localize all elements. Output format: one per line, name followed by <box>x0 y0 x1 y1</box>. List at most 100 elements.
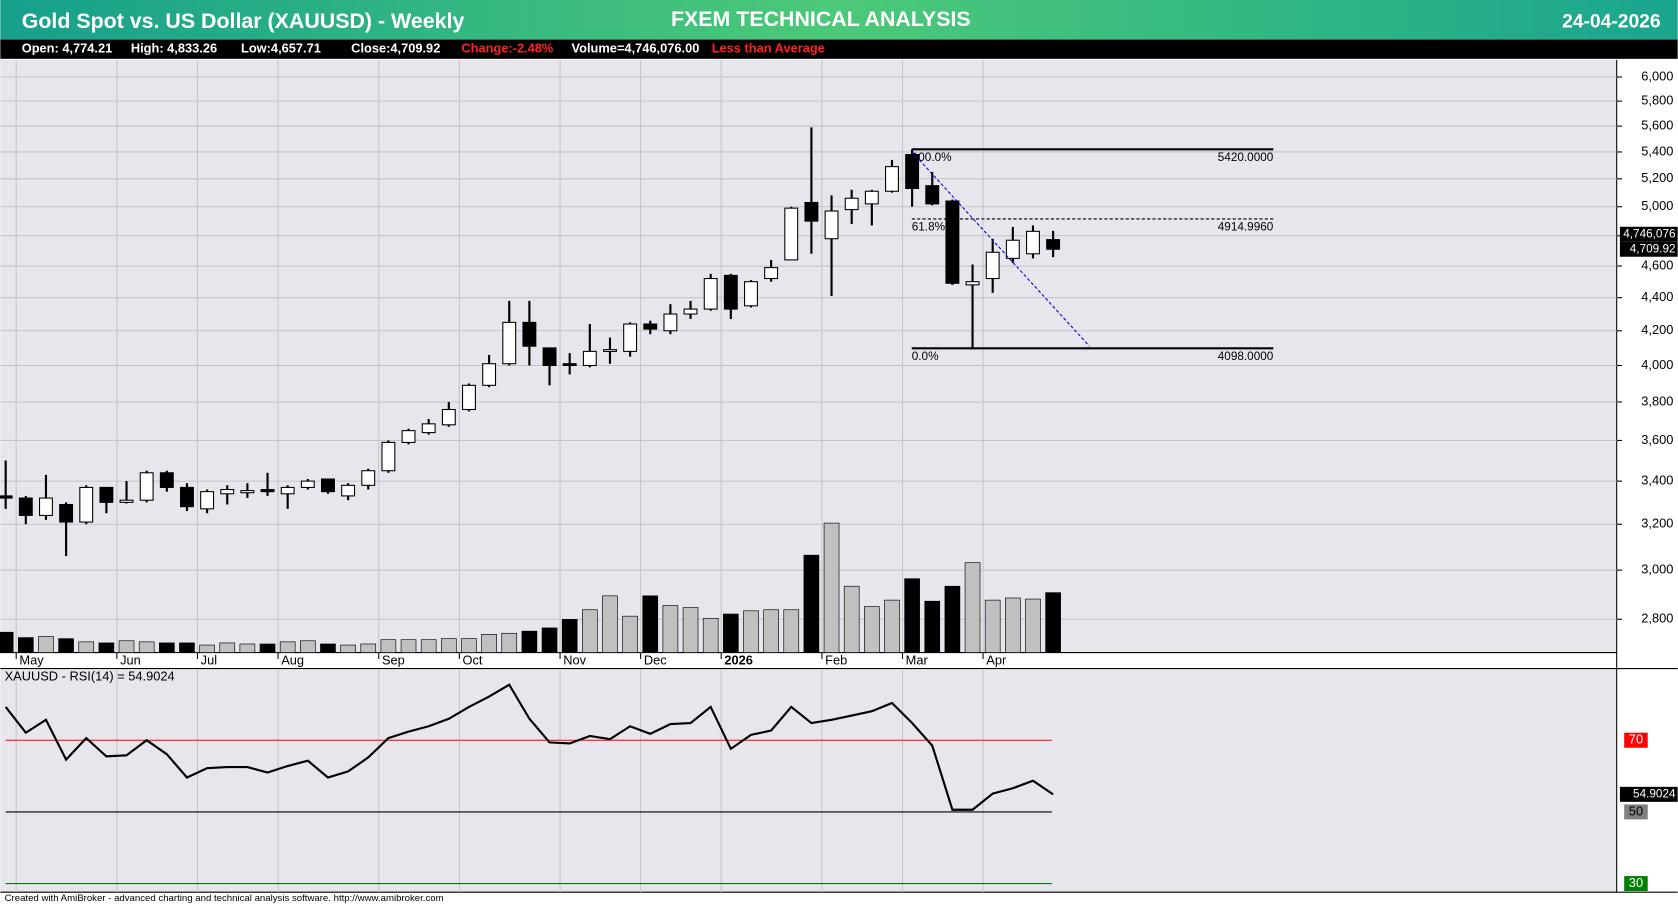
candle-body <box>59 503 74 523</box>
volume-bar <box>884 599 900 653</box>
date: 24-04-2026 <box>1562 12 1661 33</box>
axis-area <box>1616 59 1678 893</box>
volume-bar <box>1045 592 1061 653</box>
x-tick-label: Aug <box>281 652 304 667</box>
candle-body <box>220 488 235 495</box>
candle-body <box>200 491 215 510</box>
info-bar <box>0 39 1678 59</box>
candle-body <box>180 486 194 508</box>
volume-bar <box>78 641 95 653</box>
volume-bar <box>602 595 618 653</box>
volume-bar <box>1005 597 1021 653</box>
candle-body <box>401 430 416 443</box>
candle-body <box>39 497 53 516</box>
volume-bar <box>380 639 397 653</box>
rsi-pane <box>0 669 1617 893</box>
candle-body <box>1026 230 1040 255</box>
candle-body <box>1005 239 1020 259</box>
candle-body <box>482 363 497 386</box>
y-tick-label: 3,400 <box>1641 473 1673 488</box>
footer: Created with AmiBroker - advanced charti… <box>5 893 444 904</box>
x-tick-label: Dec <box>644 652 667 667</box>
rsi-line <box>4 683 1054 811</box>
center-title: FXEM TECHNICAL ANALYSIS <box>671 7 971 31</box>
candle-body <box>300 480 315 488</box>
x-tick-label: Apr <box>986 652 1007 667</box>
volume-bar <box>199 644 215 653</box>
volume-bar <box>259 643 276 653</box>
last-label: 54.9024 <box>1633 787 1676 800</box>
x-tick-label: Oct <box>463 652 483 667</box>
candle-body <box>905 154 920 189</box>
volume-bar <box>159 642 175 653</box>
candle-body <box>381 441 396 472</box>
candle-body <box>139 472 154 501</box>
volume-bar <box>219 642 236 653</box>
y-tick-label: 3,800 <box>1641 393 1673 408</box>
candle-body <box>421 423 436 434</box>
candle-body <box>925 185 940 205</box>
y-tick-label: 50 <box>1629 803 1643 818</box>
candle-body <box>462 384 476 411</box>
x-tick-label: 2026 <box>724 652 753 667</box>
volume-bar <box>763 609 779 653</box>
info-close: Close:4,709.92 <box>351 41 440 56</box>
last-label-box <box>1619 241 1678 257</box>
candle-body <box>764 267 779 280</box>
candle-body <box>260 488 275 493</box>
candle-body <box>441 408 456 426</box>
volume-bar <box>360 643 377 653</box>
volume-bar <box>743 610 759 653</box>
volume-bar <box>320 643 336 653</box>
volume-bar <box>682 607 699 653</box>
volume-bar <box>783 609 800 653</box>
x-tick-label: May <box>19 652 44 667</box>
volume-bar <box>642 595 659 653</box>
volume-bar <box>400 639 417 653</box>
candle-body <box>1046 239 1061 250</box>
candle-body <box>985 251 1000 280</box>
y-tick-label: 4,400 <box>1641 289 1673 304</box>
volume-bar <box>944 585 961 653</box>
candle-body <box>159 472 174 488</box>
y-tick-label: 5,400 <box>1641 143 1673 158</box>
candle-body <box>321 478 335 493</box>
volume-bar <box>984 599 1001 653</box>
y-tick-label: 30 <box>1629 875 1643 890</box>
x-tick-label: Jul <box>201 652 217 667</box>
candle-body <box>844 197 859 211</box>
candle-body <box>864 190 879 205</box>
volume-bar <box>279 641 296 653</box>
volume-bar <box>38 636 54 653</box>
candle-body <box>0 495 13 499</box>
fib-level: 0.0% <box>912 350 939 363</box>
volume-bar <box>58 638 74 653</box>
volume-bar <box>662 605 679 653</box>
volume-bar <box>723 613 739 653</box>
volume-bar <box>461 638 477 653</box>
info-volume: Volume=4,746,076.00 <box>572 41 700 56</box>
candle-body <box>744 281 758 307</box>
candle-body <box>643 323 658 330</box>
volume-bar <box>864 606 880 653</box>
candle-body <box>784 207 799 261</box>
volume-bar <box>924 600 941 653</box>
x-tick-label: Nov <box>563 652 586 667</box>
volume-bar <box>561 619 578 653</box>
y-tick-box <box>1624 804 1648 820</box>
candle-body <box>723 274 738 310</box>
y-tick-box <box>1624 876 1648 892</box>
candle-body <box>965 281 980 286</box>
volume-bar <box>98 642 115 653</box>
candle-body <box>240 490 255 494</box>
y-tick-label: 5,800 <box>1641 93 1673 108</box>
volume-bar <box>179 642 195 653</box>
info-open: Open: 4,774.21 <box>22 41 113 56</box>
y-tick-label: 6,000 <box>1641 68 1673 83</box>
volume-bar <box>18 637 34 653</box>
y-tick-label: 4,200 <box>1641 322 1673 337</box>
volume-bar <box>420 639 437 653</box>
candle-body <box>804 201 819 222</box>
